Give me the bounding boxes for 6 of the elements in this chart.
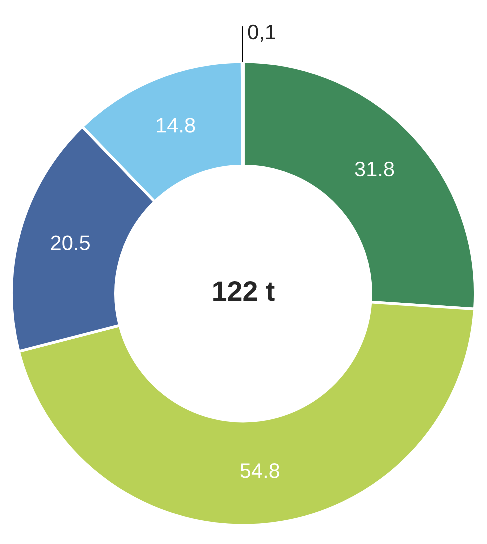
data-label: 20.5 <box>51 236 90 250</box>
data-label: 31.8 <box>355 162 394 177</box>
data-label: 0,1 <box>248 24 276 42</box>
data-label: 54.8 <box>240 464 280 478</box>
text: 122 t <box>214 282 275 302</box>
data-label: 14.8 <box>157 118 196 133</box>
